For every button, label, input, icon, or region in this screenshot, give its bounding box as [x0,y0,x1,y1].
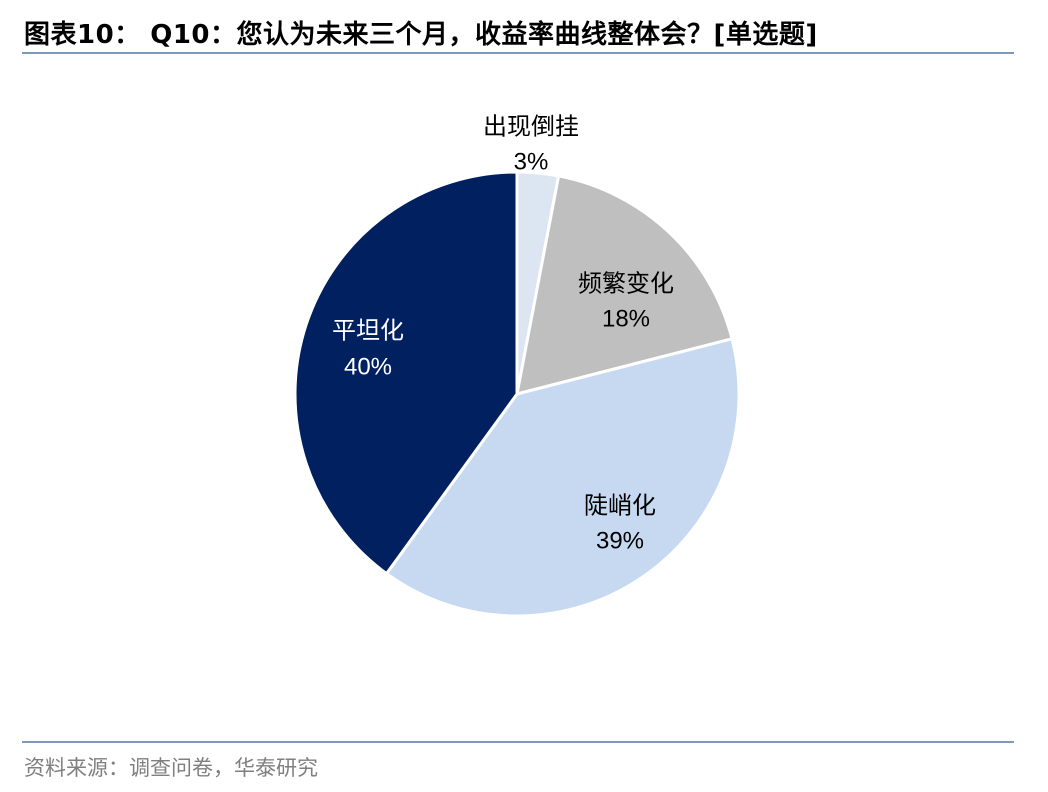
pie-labels: 出现倒挂 3% 频繁变化 18% 陡峭化 39% 平坦化 40% [332,113,674,555]
source-note: 资料来源：调查问卷，华泰研究 [24,756,318,780]
pie-slice-2 [515,174,734,397]
pie-slices [293,170,741,618]
slice-label-1: 出现倒挂 [483,113,579,141]
slice-label-4: 平坦化 [332,317,404,345]
slice-value-1: 3% [514,148,549,175]
slice-label-3: 陡峭化 [584,492,656,520]
page-title: 图表10： Q10：您认为未来三个月，收益率曲线整体会？[单选题] [24,20,818,50]
footer-divider [22,741,1014,743]
slice-value-2: 18% [602,305,650,332]
slice-label-2: 频繁变化 [578,270,674,298]
pie-slice-3 [384,336,741,618]
title-divider [22,52,1014,54]
slice-value-3: 39% [596,527,644,554]
slice-value-4: 40% [344,353,392,380]
pie-slice-4 [293,170,519,576]
